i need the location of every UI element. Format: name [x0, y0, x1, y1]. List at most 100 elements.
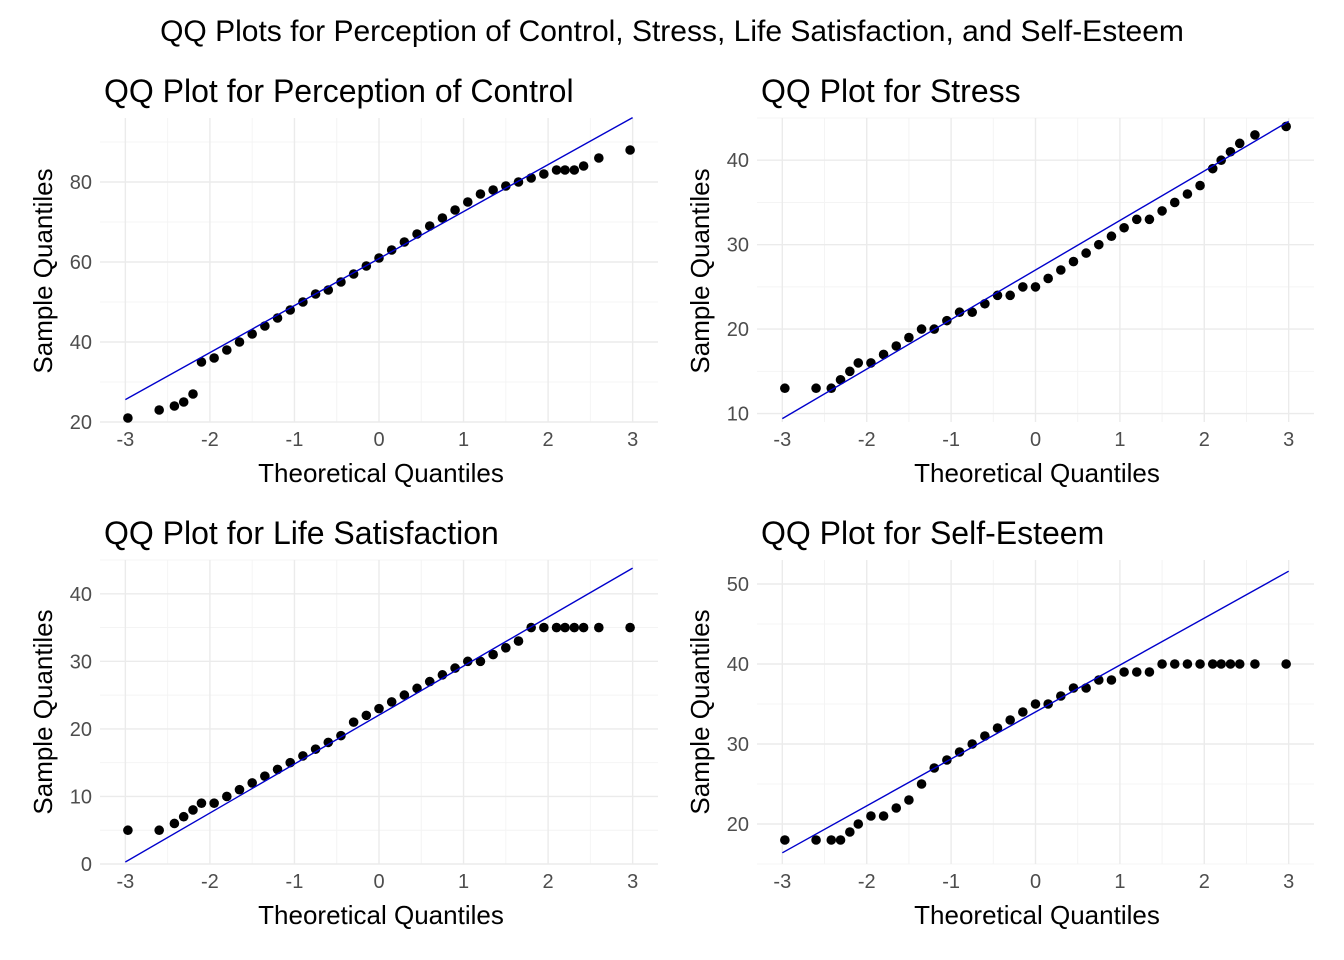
qq-point — [336, 277, 346, 287]
qq-point — [1056, 265, 1066, 275]
qq-point — [1207, 163, 1218, 174]
x-tick-label-self-esteem: -1 — [942, 871, 960, 893]
x-tick-label-life-satisfaction: 0 — [373, 871, 384, 893]
qq-point — [954, 747, 965, 757]
qq-point — [234, 337, 245, 347]
x-axis-title-life-satisfaction: Theoretical Quantiles — [258, 900, 504, 930]
qq-point — [450, 205, 460, 215]
qq-point — [1106, 231, 1117, 242]
qq-point — [1018, 282, 1028, 292]
qq-reference-line — [781, 120, 1290, 420]
qq-point — [551, 165, 562, 175]
qq-point — [310, 744, 321, 754]
qq-point — [1169, 659, 1180, 669]
qq-point — [272, 764, 283, 775]
qq-point — [594, 153, 604, 163]
qq-point — [1207, 659, 1218, 669]
x-axis-title-stress: Theoretical Quantiles — [914, 458, 1160, 488]
qq-point — [475, 189, 486, 199]
qq-point — [169, 818, 180, 829]
qq-point — [1005, 290, 1015, 301]
qq-point — [169, 401, 180, 411]
qq-point — [578, 622, 589, 633]
y-tick-label-stress: 20 — [727, 319, 749, 341]
qq-point — [154, 825, 164, 836]
qq-point — [260, 771, 270, 781]
y-tick-label-perception-of-control: 60 — [70, 252, 92, 274]
qq-point — [625, 622, 635, 633]
qq-point — [178, 811, 189, 822]
qq-reference-line — [125, 116, 633, 401]
qq-point — [1131, 214, 1142, 225]
qq-point — [234, 784, 245, 795]
points-perception-of-control — [123, 145, 635, 423]
qq-point — [878, 349, 889, 360]
qq-point — [222, 791, 232, 802]
qq-point — [578, 161, 589, 171]
qq-point — [323, 737, 334, 748]
qq-point — [386, 697, 397, 707]
qq-point — [539, 622, 549, 633]
qq-point — [594, 622, 604, 633]
x-axis-title-perception-of-control: Theoretical Quantiles — [258, 458, 504, 488]
y-tick-label-life-satisfaction: 20 — [70, 719, 92, 741]
qq-point — [361, 710, 372, 721]
x-tick-label-perception-of-control: 1 — [458, 429, 469, 451]
x-tick-label-self-esteem: 0 — [1030, 871, 1041, 893]
qq-point — [1068, 256, 1079, 267]
qq-point — [539, 169, 549, 179]
qq-point — [845, 366, 855, 377]
qq-point — [1005, 715, 1015, 725]
y-tick-label-self-esteem: 20 — [727, 814, 749, 836]
x-tick-label-perception-of-control: -1 — [286, 429, 304, 451]
qq-point — [1234, 659, 1245, 669]
qq-point — [1195, 659, 1205, 669]
panel-title-perception-of-control: QQ Plot for Perception of Control — [104, 73, 574, 109]
qq-point — [954, 307, 965, 318]
x-tick-label-perception-of-control: -2 — [201, 429, 219, 451]
x-tick-label-stress: -2 — [858, 429, 876, 451]
y-tick-label-perception-of-control: 40 — [70, 332, 92, 354]
y-tick-label-stress: 30 — [727, 235, 749, 257]
qq-point — [1030, 699, 1041, 709]
qq-point — [1131, 667, 1142, 677]
y-axis-title-perception-of-control: Sample Quantiles — [28, 168, 58, 373]
x-tick-label-stress: 2 — [1199, 429, 1210, 451]
qq-point — [1182, 659, 1193, 669]
qq-point — [878, 811, 889, 821]
qq-point — [967, 307, 978, 318]
qq-point — [1281, 659, 1291, 669]
x-tick-label-stress: 3 — [1283, 429, 1294, 451]
qq-point — [1234, 138, 1245, 149]
qq-point — [1081, 248, 1091, 258]
qq-point — [992, 723, 1003, 733]
qq-point — [247, 329, 257, 339]
qq-point — [501, 181, 511, 191]
qq-point — [835, 835, 846, 845]
qq-point — [1157, 206, 1167, 216]
y-tick-label-life-satisfaction: 10 — [70, 786, 92, 808]
qq-point — [1195, 180, 1205, 191]
qq-point — [188, 805, 198, 815]
qq-point — [835, 374, 846, 385]
y-tick-label-self-esteem: 50 — [727, 574, 749, 596]
x-tick-label-life-satisfaction: 3 — [627, 871, 638, 893]
qq-point — [285, 305, 296, 315]
x-tick-label-stress: -1 — [942, 429, 960, 451]
qq-point — [154, 405, 164, 415]
x-tick-label-self-esteem: 1 — [1114, 871, 1125, 893]
y-tick-label-perception-of-control: 20 — [70, 412, 92, 434]
x-tick-label-self-esteem: 2 — [1199, 871, 1210, 893]
qq-point — [891, 341, 902, 351]
qq-point — [209, 353, 219, 363]
qq-point — [188, 389, 198, 399]
x-tick-label-life-satisfaction: -3 — [116, 871, 134, 893]
qq-point — [811, 835, 821, 845]
qq-point — [488, 185, 498, 195]
qq-point — [424, 221, 435, 231]
qq-point — [123, 825, 133, 836]
y-tick-label-life-satisfaction: 40 — [70, 584, 92, 606]
qq-point — [1119, 222, 1129, 233]
qq-point — [551, 622, 562, 633]
y-tick-label-self-esteem: 40 — [727, 654, 749, 676]
